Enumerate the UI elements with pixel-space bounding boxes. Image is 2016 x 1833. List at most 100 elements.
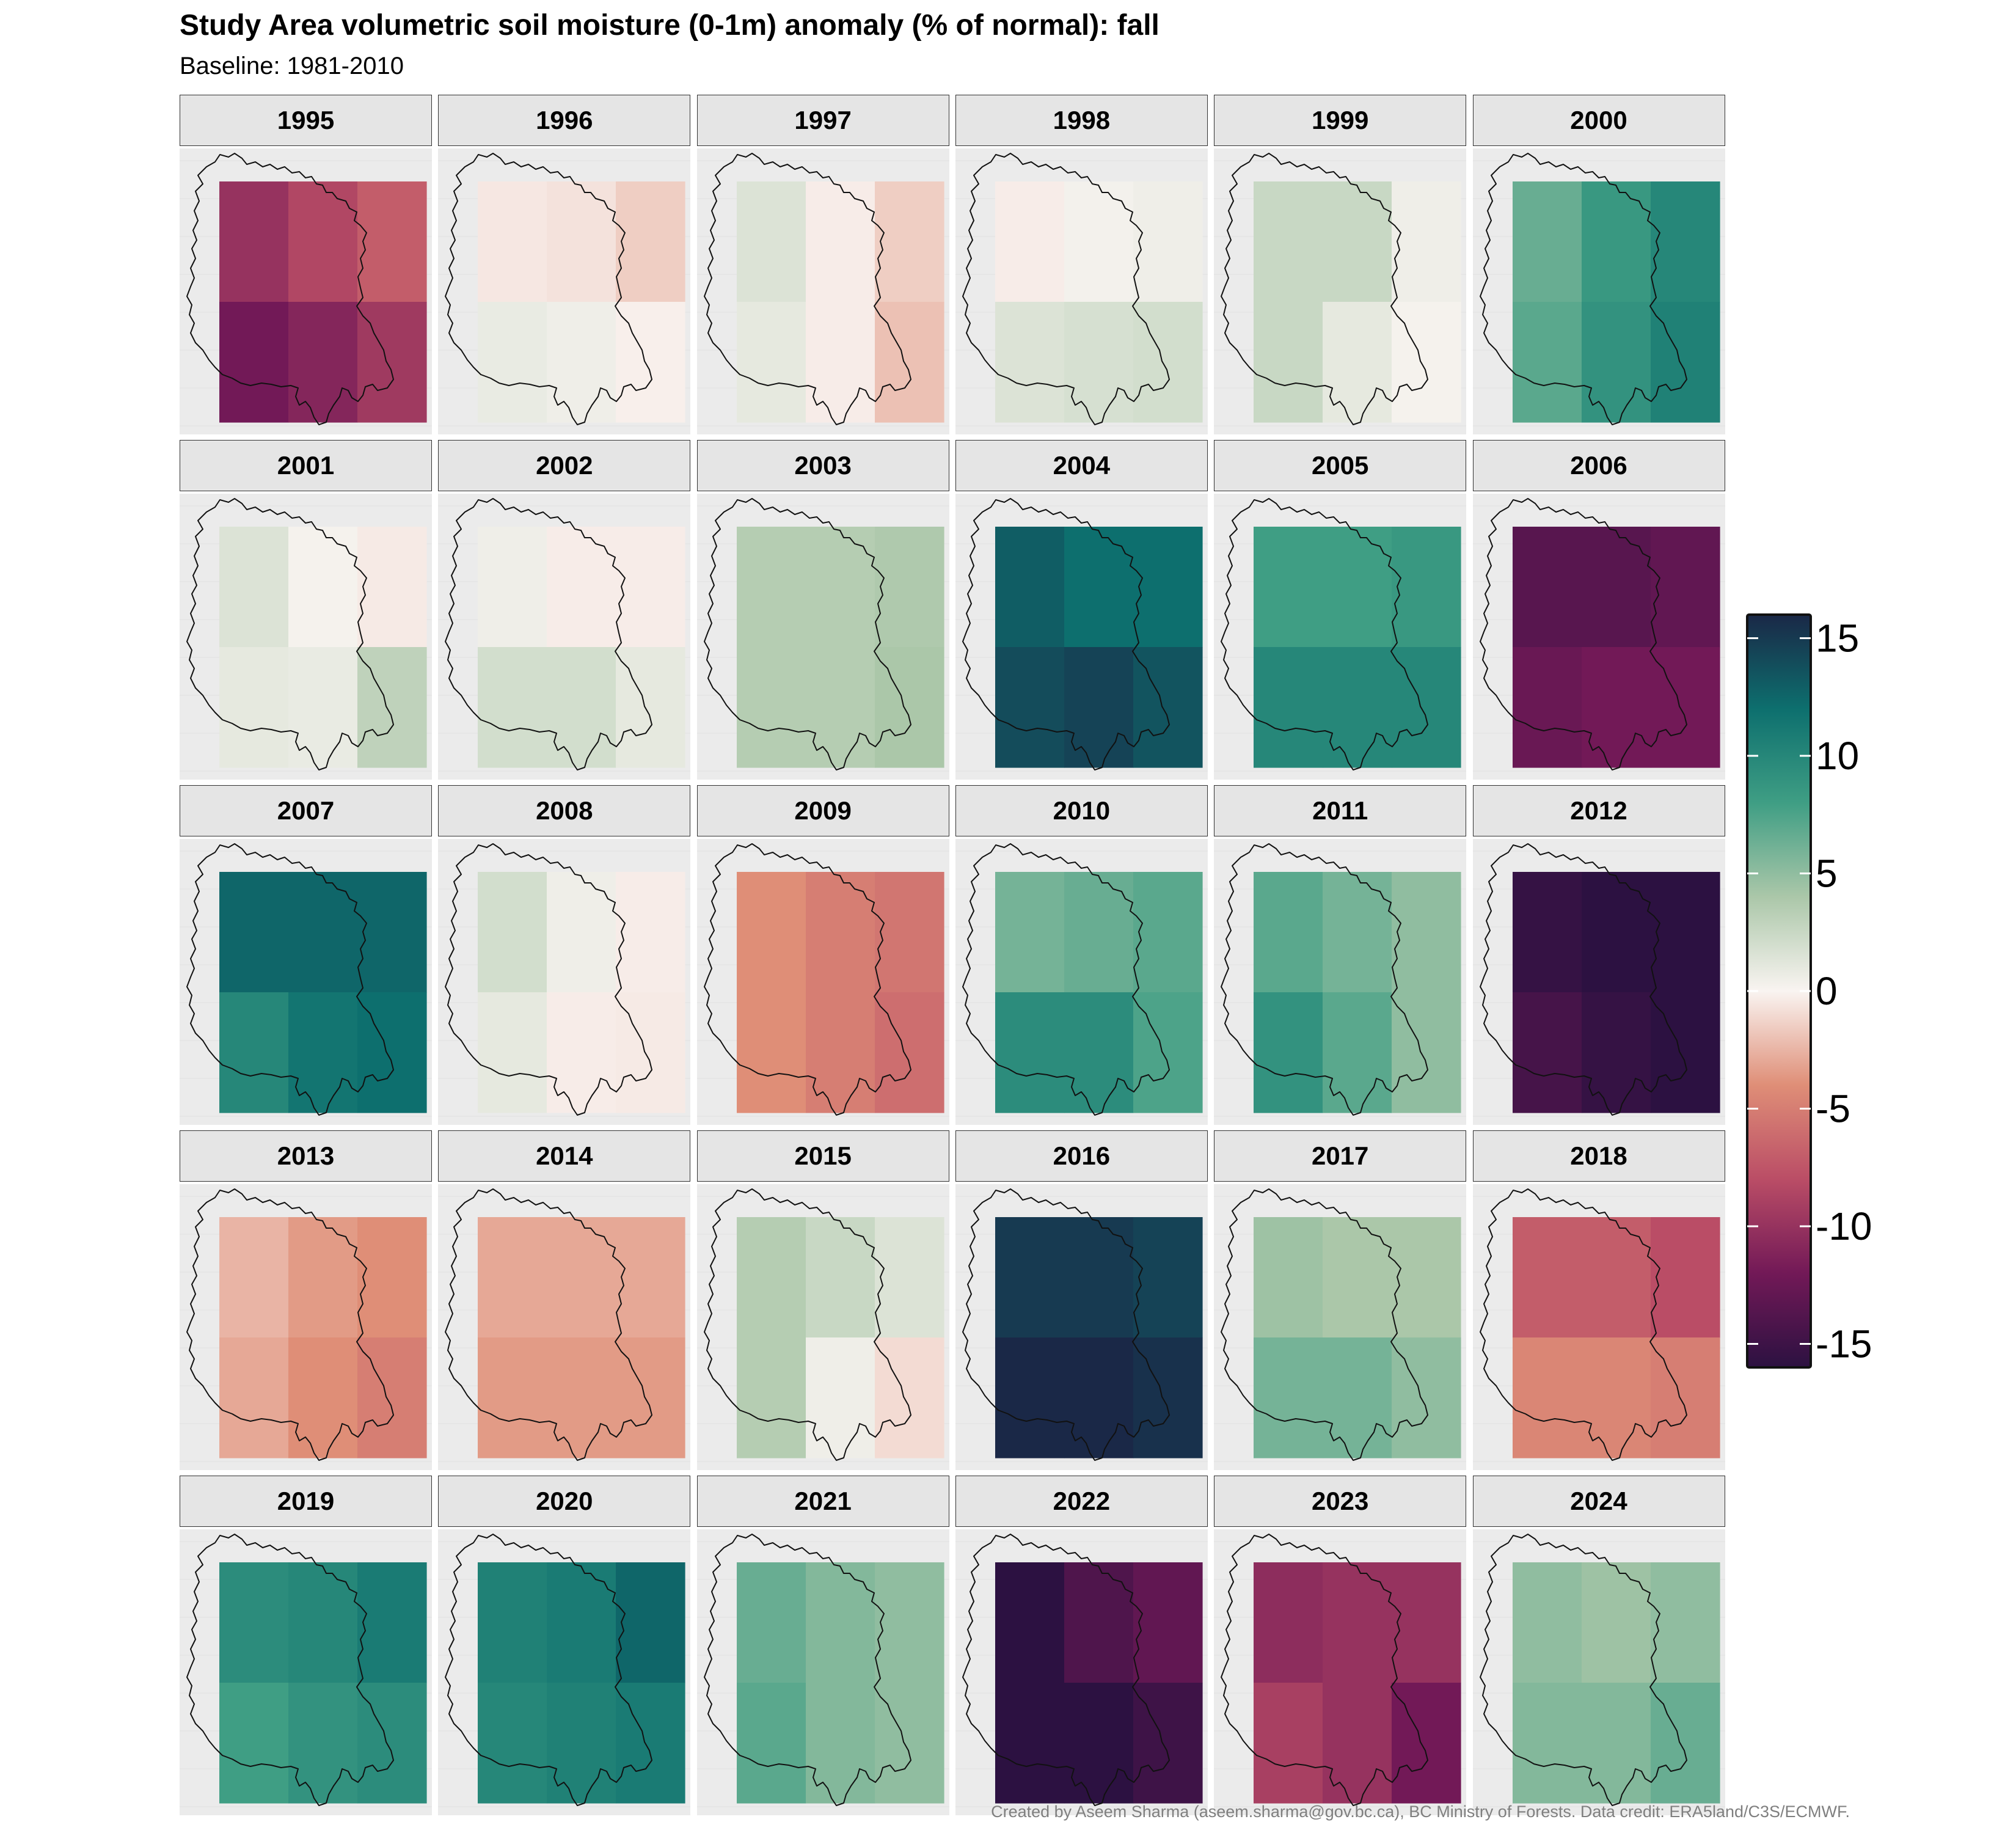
study-area-outline <box>186 153 394 425</box>
heatmap-cell <box>1512 1683 1582 1804</box>
heatmap-cell <box>805 872 875 993</box>
facet-panel: 2016 <box>955 1130 1208 1471</box>
facet-strip-label: 1996 <box>438 95 691 146</box>
heatmap-cell <box>1581 1337 1651 1458</box>
facet-strip-label: 2005 <box>1214 440 1467 491</box>
facet-panel: 2017 <box>1214 1130 1467 1471</box>
facet-strip-label: 2003 <box>696 440 949 491</box>
facet-panel: 2022 <box>955 1476 1208 1817</box>
heatmap-cell <box>219 302 289 423</box>
heatmap-cell <box>736 992 806 1113</box>
facet-strip-label: 2010 <box>955 785 1208 836</box>
heatmap-cell <box>1323 1337 1392 1458</box>
heatmap-cell <box>805 181 875 302</box>
facet-map <box>438 1534 691 1807</box>
heatmap-cell <box>1392 1217 1461 1338</box>
heatmap-cell <box>805 1562 875 1683</box>
heatmap-cell <box>1133 181 1203 302</box>
study-area-outline <box>1221 1188 1429 1461</box>
facet-map <box>1472 843 1725 1117</box>
heatmap-cell <box>1254 647 1323 768</box>
heatmap-cell <box>219 1337 289 1458</box>
colorbar-tick-label: 15 <box>1816 616 1859 660</box>
facet-map <box>696 153 949 426</box>
heatmap-cell <box>219 872 289 993</box>
heatmap-cell <box>995 1562 1065 1683</box>
study-area-outline <box>962 498 1170 770</box>
heatmap-cell <box>1064 527 1134 648</box>
facet-panel: 2009 <box>696 785 949 1126</box>
heatmap-cell <box>288 1217 358 1338</box>
study-area-outline <box>703 1534 911 1806</box>
heatmap-cell <box>1581 647 1651 768</box>
heatmap-cell <box>1254 1217 1323 1338</box>
heatmap-cell <box>547 1337 616 1458</box>
facet-strip-label: 2022 <box>955 1476 1208 1527</box>
heatmap-cell <box>1650 872 1720 993</box>
facet-panel: 2002 <box>438 440 691 781</box>
heatmap-cell <box>288 872 358 993</box>
facet-map <box>955 1188 1208 1462</box>
heatmap-cell <box>616 181 685 302</box>
heatmap-cell <box>288 992 358 1113</box>
facet-strip-label: 2020 <box>438 1476 691 1527</box>
facet-map <box>955 843 1208 1117</box>
heatmap-cell <box>1323 1217 1392 1338</box>
study-area-outline <box>445 1534 653 1806</box>
facet-panel: 2024 <box>1472 1476 1725 1817</box>
facet-panel: 2014 <box>438 1130 691 1471</box>
facet-panel: 2008 <box>438 785 691 1126</box>
facet-map <box>1472 498 1725 772</box>
heatmap-cell <box>1512 872 1582 993</box>
heatmap-cell <box>219 527 289 648</box>
heatmap-cell <box>1254 872 1323 993</box>
facet-map <box>180 843 432 1117</box>
heatmap-cell <box>1064 302 1134 423</box>
heatmap-cell <box>1254 992 1323 1113</box>
heatmap-cell <box>478 647 547 768</box>
facet-panel: 1996 <box>438 95 691 436</box>
facet-strip-label: 2016 <box>955 1130 1208 1182</box>
heatmap-cell <box>1392 872 1461 993</box>
heatmap-cell <box>547 647 616 768</box>
heatmap-cell <box>874 1562 944 1683</box>
heatmap-cell <box>219 1217 289 1338</box>
heatmap-cell <box>478 1683 547 1804</box>
facet-panel: 2000 <box>1472 95 1725 436</box>
study-area-outline <box>962 843 1170 1116</box>
facet-map <box>438 843 691 1117</box>
study-area-outline <box>186 843 394 1116</box>
colorbar-tick-label: -10 <box>1816 1204 1872 1248</box>
heatmap-cell <box>874 1217 944 1338</box>
heatmap-cell <box>547 992 616 1113</box>
color-legend: 15 10 5 0 -5 -10 -15 <box>1746 613 1872 1369</box>
heatmap-cell <box>1064 1217 1134 1338</box>
study-area-outline <box>1221 153 1429 425</box>
study-area-outline <box>186 1534 394 1806</box>
heatmap-cell <box>1512 647 1582 768</box>
heatmap-cell <box>805 1217 875 1338</box>
heatmap-cell <box>1254 181 1323 302</box>
facet-map <box>696 1188 949 1462</box>
heatmap-cell <box>1581 527 1651 648</box>
facet-strip-label: 2023 <box>1214 1476 1467 1527</box>
caption: Created by Aseem Sharma (aseem.sharma@go… <box>991 1802 1850 1821</box>
facet-map <box>1214 153 1467 426</box>
facet-strip-label: 2011 <box>1214 785 1467 836</box>
facet-grid: 1995 1996 1997 1998 1999 2000 2001 2002 2003 2004… <box>180 95 1737 1821</box>
heatmap-cell <box>736 527 806 648</box>
heatmap-cell <box>1512 992 1582 1113</box>
heatmap-cell <box>219 1562 289 1683</box>
facet-map <box>1214 1534 1467 1807</box>
heatmap-cell <box>219 181 289 302</box>
study-area-outline <box>1221 843 1429 1116</box>
heatmap-cell <box>1581 302 1651 423</box>
heatmap-cell <box>1581 181 1651 302</box>
heatmap-cell <box>288 1337 358 1458</box>
facet-map <box>955 498 1208 772</box>
study-area-outline <box>703 153 911 425</box>
heatmap-cell <box>1254 1562 1323 1683</box>
facet-panel: 1999 <box>1214 95 1467 436</box>
facet-strip-label: 2007 <box>180 785 432 836</box>
facet-map <box>955 1534 1208 1807</box>
